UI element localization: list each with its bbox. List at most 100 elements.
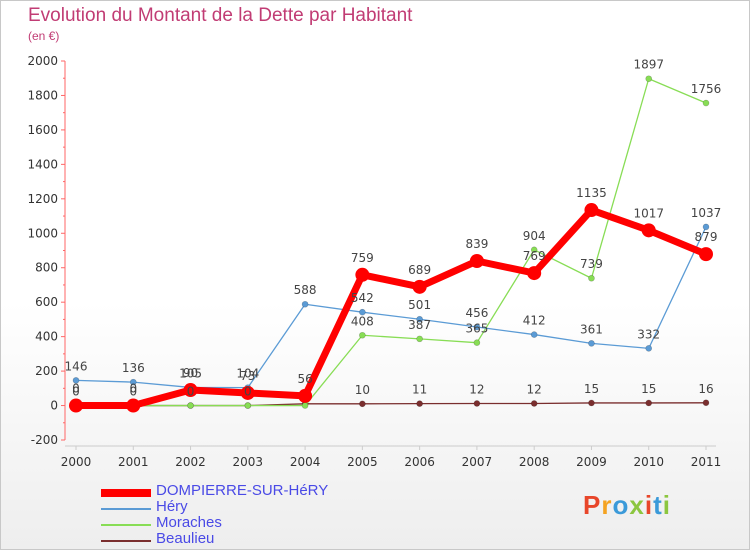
data-point	[183, 383, 198, 398]
y-tick-label: 0	[50, 399, 58, 413]
data-label: 12	[527, 382, 542, 396]
data-label: 73	[240, 369, 255, 383]
data-point	[530, 400, 538, 407]
data-label: 16	[698, 382, 713, 396]
data-label: 0	[129, 382, 137, 396]
x-tick-label: 2005	[347, 455, 378, 469]
data-point	[588, 274, 595, 282]
data-point	[69, 398, 83, 413]
data-label: 0	[129, 385, 137, 399]
y-tick-label: 400	[35, 330, 58, 344]
data-point	[530, 331, 538, 338]
data-label: 332	[637, 327, 660, 341]
data-point	[641, 223, 656, 238]
data-point	[301, 300, 309, 308]
y-tick-label: 2000	[27, 54, 58, 68]
data-label: 146	[65, 359, 88, 373]
data-point	[702, 223, 710, 231]
legend-label: Beaulieu	[156, 530, 215, 547]
x-tick-label: 2008	[519, 455, 550, 469]
data-label: 0	[187, 385, 195, 399]
data-point	[588, 340, 595, 347]
x-tick-label: 2000	[61, 455, 92, 469]
x-tick-label: 2004	[290, 455, 321, 469]
legend-swatch	[101, 524, 151, 526]
data-label: 10	[355, 383, 370, 397]
data-label: 15	[641, 382, 656, 396]
data-point	[473, 339, 481, 346]
data-label: 689	[408, 263, 431, 277]
data-label: 542	[351, 291, 374, 305]
y-tick-label: 1800	[27, 88, 58, 102]
data-label: 769	[523, 249, 546, 263]
data-label: 1037	[691, 206, 722, 220]
data-label: 1756	[691, 82, 722, 96]
data-point	[645, 75, 653, 83]
data-label: 90	[183, 366, 198, 380]
data-point	[72, 377, 80, 384]
data-point	[473, 323, 481, 331]
data-label: 365	[465, 322, 488, 336]
chart-subtitle: (en €)	[28, 29, 60, 43]
data-label: 0	[72, 385, 80, 399]
data-point	[645, 399, 653, 407]
series-line	[75, 78, 707, 407]
logo-letter: i	[662, 490, 671, 520]
data-label: 412	[523, 314, 546, 328]
data-label: 501	[408, 298, 431, 312]
data-point	[240, 385, 255, 400]
data-point	[359, 400, 366, 408]
data-label: 136	[122, 361, 145, 375]
data-point	[527, 266, 542, 281]
data-point	[699, 247, 713, 262]
logo-letter: o	[612, 490, 630, 520]
data-point	[702, 99, 710, 107]
data-label: 739	[580, 257, 603, 271]
y-tick-label: 600	[35, 295, 58, 309]
x-tick-label: 2006	[404, 455, 435, 469]
x-tick-label: 2002	[175, 455, 206, 469]
y-tick-label: -200	[31, 433, 58, 447]
x-tick-label: 2003	[233, 455, 264, 469]
legend-label: Héry	[156, 498, 188, 515]
data-point	[416, 400, 423, 407]
y-tick-label: 1200	[27, 192, 58, 206]
legend-label: Moraches	[156, 514, 222, 531]
data-label: 104	[236, 367, 259, 381]
data-point	[129, 378, 137, 386]
data-point	[416, 335, 423, 343]
x-tick-label: 2009	[576, 455, 607, 469]
data-label: 588	[294, 283, 317, 297]
legend-swatch	[101, 540, 151, 542]
data-point	[359, 331, 366, 339]
y-tick-label: 200	[35, 364, 58, 378]
data-point	[126, 398, 141, 413]
data-label: 456	[465, 306, 488, 320]
data-label: 56	[297, 372, 312, 386]
data-point	[702, 399, 710, 407]
data-point	[416, 315, 423, 323]
data-label: 839	[465, 237, 488, 251]
data-point	[469, 254, 484, 269]
x-tick-label: 2007	[462, 455, 493, 469]
chart-title: Evolution du Montant de la Dette par Hab…	[28, 5, 413, 26]
legend-swatch	[101, 489, 151, 497]
data-point	[645, 345, 653, 352]
data-label: 361	[580, 322, 603, 336]
legend-label: DOMPIERRE-SUR-HéRY	[156, 482, 329, 499]
logo-letter: i	[644, 490, 654, 520]
logo-letter: t	[653, 490, 663, 520]
y-tick-label: 1400	[27, 157, 58, 171]
data-label: 1135	[576, 186, 607, 200]
data-point	[473, 400, 481, 407]
x-tick-label: 2001	[118, 455, 149, 469]
data-label: 879	[695, 230, 718, 244]
data-label: 0	[72, 382, 80, 396]
series-line	[72, 206, 710, 410]
data-point	[412, 279, 427, 294]
data-point	[355, 267, 370, 282]
data-point	[588, 399, 595, 407]
data-point	[359, 308, 366, 316]
logo-letter: x	[629, 490, 645, 520]
x-tick-label: 2011	[691, 455, 722, 469]
